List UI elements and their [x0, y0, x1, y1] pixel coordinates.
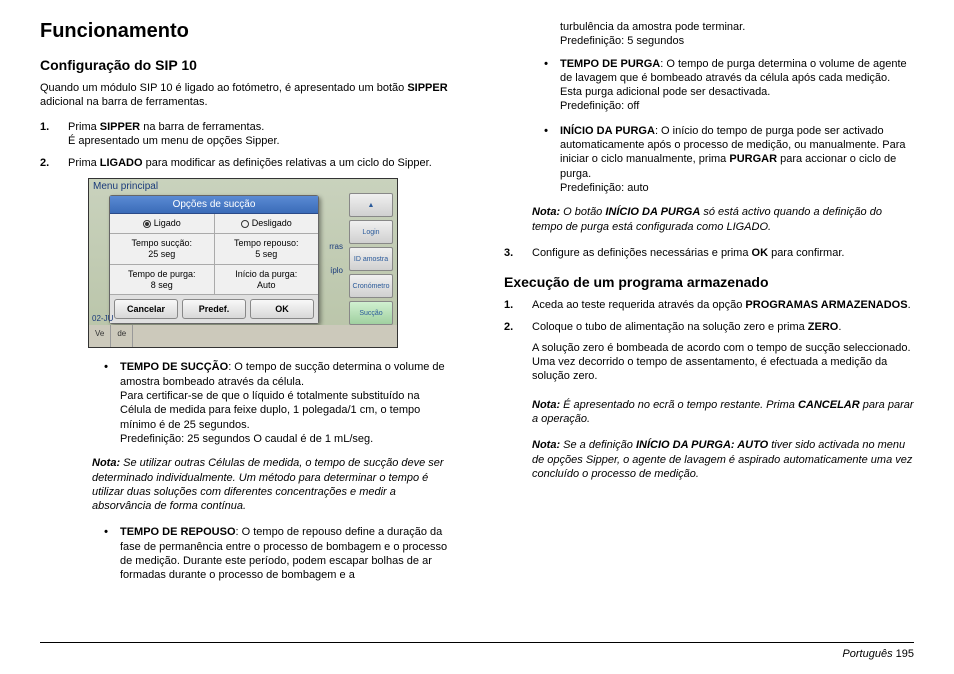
note-b: Nota: O botão INÍCIO DA PURGA só está ac… — [532, 205, 914, 234]
section-config: Configuração do SIP 10 — [40, 57, 450, 73]
right-column: turbulência da amostra pode terminar. Pr… — [504, 20, 914, 624]
exec-steps: 1. Aceda ao teste requerida através da o… — [504, 298, 914, 389]
side-succao[interactable]: Sucção — [349, 301, 393, 325]
step-2: 2. Prima LIGADO para modificar as defini… — [40, 156, 450, 170]
exec-step-1: 1. Aceda ao teste requerida através da o… — [504, 298, 914, 312]
left-column: Funcionamento Configuração do SIP 10 Qua… — [40, 20, 450, 624]
bullet-purge: • TEMPO DE PURGA: O tempo de purga deter… — [532, 57, 914, 196]
step-3: 3. Configure as definições necessárias e… — [504, 246, 914, 260]
btn-cancel[interactable]: Cancelar — [114, 299, 178, 319]
cell-purge[interactable]: Tempo de purga:8 seg — [110, 265, 215, 295]
section-exec: Execução de um programa armazenado — [504, 274, 914, 290]
side-login[interactable]: Login — [349, 220, 393, 244]
btn-predef[interactable]: Predef. — [182, 299, 246, 319]
radio-on[interactable]: Ligado — [110, 214, 215, 233]
page-title: Funcionamento — [40, 20, 450, 43]
exec-step-2: 2. Coloque o tubo de alimentação na solu… — [504, 320, 914, 389]
cell-purge-start[interactable]: Início da purga:Auto — [215, 265, 319, 295]
footer-lang: Português — [842, 648, 892, 660]
note-d: Nota: Se a definição INÍCIO DA PURGA: AU… — [532, 438, 914, 481]
shot-menu-title: Menu principal — [93, 181, 158, 192]
cell-rest[interactable]: Tempo repouso:5 seg — [215, 234, 319, 264]
shot-bottom: Ve de — [89, 325, 397, 347]
side-up[interactable]: ▲ — [349, 193, 393, 217]
footer-page: 195 — [893, 648, 914, 660]
dialog-header: Opções de sucção — [110, 196, 318, 214]
side-crono[interactable]: Cronómetro — [349, 274, 393, 298]
cell-suction[interactable]: Tempo sucção:25 seg — [110, 234, 215, 264]
dialog: Opções de sucção Ligado Desligado Tempo … — [109, 195, 319, 324]
radio-off[interactable]: Desligado — [215, 214, 319, 233]
note-c: Nota: É apresentado no ecrã o tempo rest… — [532, 398, 914, 427]
note-a: Nota: Se utilizar outras Células de medi… — [92, 456, 450, 513]
col2-continuation: turbulência da amostra pode terminar. Pr… — [560, 20, 914, 49]
footer: Português 195 — [40, 642, 914, 660]
shot-date: 02-JU — [92, 314, 113, 323]
btn-ok[interactable]: OK — [250, 299, 314, 319]
side-id[interactable]: ID amostra — [349, 247, 393, 271]
bullet-suction: • TEMPO DE SUCÇÃO: O tempo de sucção det… — [92, 360, 450, 446]
step-1: 1. Prima SIPPER na barra de ferramentas.… — [40, 120, 450, 149]
intro-para: Quando um módulo SIP 10 é ligado ao fotó… — [40, 81, 450, 110]
screenshot-dialog: Menu principal rrasíplo Opções de sucção… — [88, 178, 398, 348]
config-steps: 1. Prima SIPPER na barra de ferramentas.… — [40, 120, 450, 171]
bullet-rest: • TEMPO DE REPOUSO: O tempo de repouso d… — [92, 525, 450, 582]
